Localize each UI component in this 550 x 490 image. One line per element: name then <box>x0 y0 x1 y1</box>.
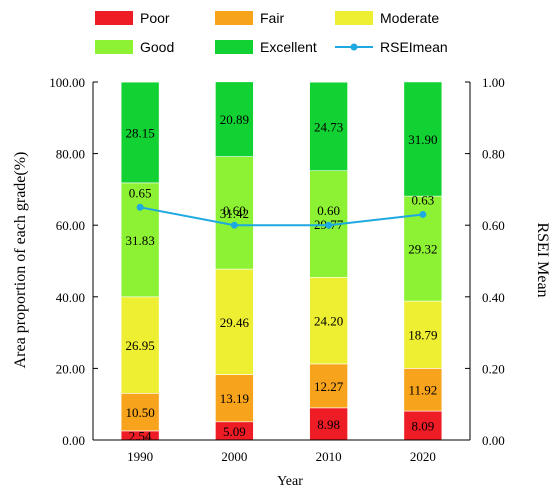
bar-label-poor-2010: 8.98 <box>317 417 340 432</box>
mean-line-layer: 0.65 0.60 0.60 0.63 <box>129 185 435 229</box>
bar-fair-2000 <box>215 374 254 423</box>
mean-point-2010 <box>325 221 333 229</box>
y2-tick-label: 0.60 <box>482 218 505 233</box>
legend-swatch-fair <box>215 11 253 25</box>
bar-moderate-2010 <box>309 276 348 365</box>
y-axis-title: Area proportion of each grade(%) <box>12 152 29 369</box>
y2-tick-label: 0.40 <box>482 290 505 305</box>
legend: Poor Fair Moderate Good Excellent RSEImean <box>95 10 448 55</box>
x-tick-label: 2010 <box>316 449 342 464</box>
bar-label-moderate-1990: 26.95 <box>126 338 155 353</box>
x-axis-title: Year <box>277 474 303 489</box>
bar-label-good-2020: 29.32 <box>408 242 437 257</box>
y2-axis-title: RSEI Mean <box>534 222 550 297</box>
bar-label-fair-2000: 13.19 <box>220 391 249 406</box>
legend-label-good: Good <box>140 39 174 55</box>
mean-label-2010: 0.60 <box>317 203 340 218</box>
bar-label-good-1990: 31.83 <box>126 233 155 248</box>
bar-good-1990 <box>120 182 160 298</box>
bar-excellent-1990 <box>120 81 160 184</box>
y-tick-label: 60.00 <box>56 218 85 233</box>
bar-label-excellent-2010: 24.73 <box>314 119 343 134</box>
mean-label-2020: 0.63 <box>412 192 435 207</box>
x-tick-label: 2020 <box>410 449 436 464</box>
bar-excellent-2000 <box>215 81 254 157</box>
bar-label-fair-1990: 10.50 <box>126 405 155 420</box>
bar-label-excellent-1990: 28.15 <box>126 125 155 140</box>
mean-label-2000: 0.60 <box>223 203 246 218</box>
legend-label-poor: Poor <box>140 10 170 26</box>
legend-swatch-poor <box>95 11 133 25</box>
bar-label-poor-2000: 5.09 <box>223 424 246 439</box>
bar-poor-2020 <box>403 410 443 441</box>
y-tick-label: 100.00 <box>49 75 85 90</box>
y-tick-label: 20.00 <box>56 361 85 376</box>
y-tick-label: 40.00 <box>56 290 85 305</box>
bar-label-good-2000: 31.42 <box>220 206 249 221</box>
legend-marker-rseimean <box>350 43 358 51</box>
y2-tick-label: 1.00 <box>482 75 505 90</box>
bar-label-moderate-2010: 24.20 <box>314 314 343 329</box>
legend-label-excellent: Excellent <box>260 39 317 55</box>
bar-excellent-2020 <box>403 81 443 197</box>
legend-label-fair: Fair <box>260 10 284 26</box>
bar-label-fair-2020: 11.92 <box>408 383 437 398</box>
bar-label-excellent-2020: 31.90 <box>408 132 437 147</box>
bar-fair-1990 <box>120 393 160 432</box>
mean-point-1990 <box>136 203 144 211</box>
legend-label-moderate: Moderate <box>380 10 439 26</box>
bar-label-excellent-2000: 20.89 <box>220 112 249 127</box>
y-tick-label: 0.00 <box>62 433 85 448</box>
bar-excellent-2010 <box>309 81 348 172</box>
bar-fair-2010 <box>309 363 348 409</box>
x-tick-label: 1990 <box>127 449 153 464</box>
bar-moderate-2000 <box>215 268 254 375</box>
bar-label-moderate-2020: 18.79 <box>408 328 437 343</box>
y2-tick-label: 0.80 <box>482 147 505 162</box>
axes: 0.00 20.00 40.00 60.00 80.00 100.00 0.00 0.20 0.… <box>49 75 505 464</box>
bar-label-fair-2010: 12.27 <box>314 379 344 394</box>
x-tick-label: 2000 <box>221 449 247 464</box>
y-tick-label: 80.00 <box>56 147 85 162</box>
legend-label-rseimean: RSEImean <box>380 39 448 55</box>
legend-swatch-good <box>95 40 133 54</box>
legend-swatch-excellent <box>215 40 253 54</box>
bar-good-2000 <box>215 156 254 270</box>
mean-point-2020 <box>419 210 427 218</box>
bars <box>120 81 443 441</box>
mean-line <box>139 206 423 227</box>
bar-moderate-1990 <box>120 296 160 394</box>
bar-poor-2010 <box>309 407 348 441</box>
mean-point-2000 <box>230 221 238 229</box>
legend-swatch-moderate <box>335 11 373 25</box>
y2-tick-label: 0.00 <box>482 433 505 448</box>
bar-label-poor-1990: 2.54 <box>129 428 152 443</box>
mean-label-1990: 0.65 <box>129 185 152 200</box>
bar-labels: 2.54 10.50 26.95 31.83 28.15 5.09 13.19 29.46 31… <box>126 112 438 443</box>
y2-tick-label: 0.20 <box>482 361 505 376</box>
bar-label-poor-2020: 8.09 <box>412 419 435 434</box>
bar-label-moderate-2000: 29.46 <box>220 315 250 330</box>
